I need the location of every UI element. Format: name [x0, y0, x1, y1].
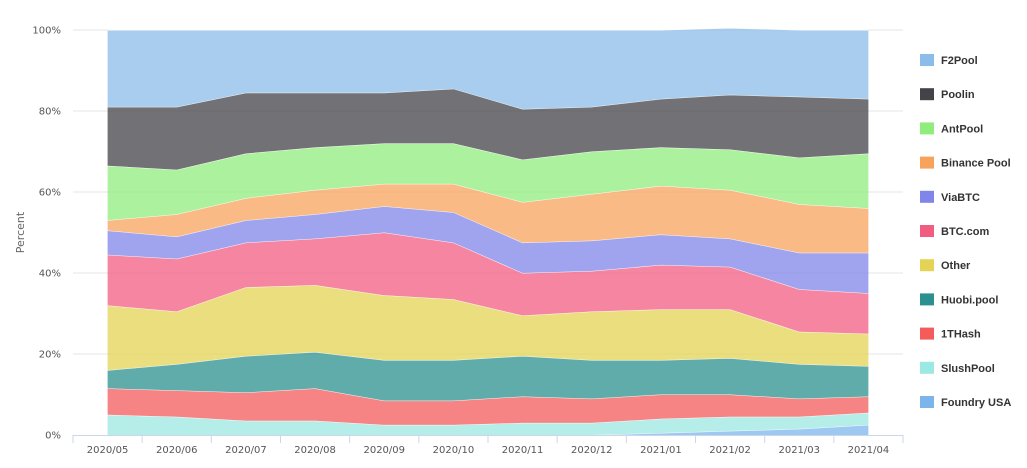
area-antpool: [107, 143, 869, 221]
area-edge-f2pool: [107, 27, 869, 31]
x-tick-label: 2021/03: [778, 445, 820, 456]
legend-swatch-slushpool: [920, 361, 934, 374]
legend-swatch-btc-com: [920, 225, 934, 237]
x-tick-label: 2021/01: [640, 445, 682, 456]
legend: F2Pool Poolin AntPool Binance Pool ViaBTC BTC…: [920, 54, 1011, 409]
x-tick-label: 2021/02: [709, 445, 751, 456]
legend-item-binance-pool[interactable]: Binance Pool: [941, 158, 1011, 170]
y-tick-label: 80%: [39, 107, 61, 118]
area-other: [107, 285, 869, 371]
area-huobi-pool: [107, 352, 869, 401]
legend-swatch-binance-pool: [920, 156, 934, 169]
y-tick-label: 60%: [39, 188, 61, 199]
legend-item-btc-com[interactable]: BTC.com: [941, 226, 990, 238]
x-tick-label: 2020/09: [363, 445, 405, 456]
x-tick-label: 2020/08: [294, 445, 336, 456]
y-tick-label: 100%: [32, 26, 61, 37]
area-binance-pool: [107, 183, 869, 253]
legend-item-f2pool[interactable]: F2Pool: [941, 55, 978, 67]
legend-item-viabtc[interactable]: ViaBTC: [941, 192, 980, 204]
area-btc-com: [107, 232, 869, 334]
series-areas: [107, 27, 869, 436]
legend-swatch-1thash: [920, 327, 934, 340]
legend-item-slushpool[interactable]: SlushPool: [941, 363, 995, 375]
x-tick-label: 2020/10: [433, 445, 475, 456]
area-viabtc: [107, 206, 869, 294]
legend-swatch-antpool: [920, 122, 934, 135]
legend-swatch-huobi-pool: [920, 293, 934, 306]
y-tick-label: 0%: [45, 431, 61, 442]
area-f2pool: [107, 28, 869, 109]
x-tick-label: 2020/06: [156, 445, 198, 456]
legend-item-foundry-usa[interactable]: Foundry USA: [941, 397, 1011, 409]
x-tick-label: 2021/04: [848, 445, 890, 456]
x-tick-label: 2020/12: [571, 445, 613, 456]
legend-swatch-poolin: [920, 88, 934, 101]
legend-swatch-viabtc: [920, 190, 934, 203]
legend-item-1thash[interactable]: 1THash: [941, 329, 981, 341]
legend-item-huobi-pool[interactable]: Huobi.pool: [941, 294, 998, 306]
x-tick-label: 2020/11: [502, 445, 544, 456]
legend-item-other[interactable]: Other: [941, 260, 971, 272]
legend-swatch-foundry-usa: [920, 396, 934, 408]
y-tick-label: 20%: [39, 350, 61, 361]
y-axis-title: Percent: [14, 211, 27, 253]
legend-swatch-other: [920, 259, 934, 272]
area-poolin: [107, 88, 869, 170]
legend-item-antpool[interactable]: AntPool: [941, 123, 983, 135]
x-tick-label: 2020/07: [225, 445, 267, 456]
axes: 0% 20% 40% 60% 80% 100% 2020/05 2020/06 2020/07 2…: [32, 26, 904, 456]
legend-swatch-f2pool: [920, 54, 934, 66]
x-tick-label: 2020/05: [87, 445, 129, 456]
area-1thash: [107, 388, 869, 425]
legend-item-poolin[interactable]: Poolin: [941, 89, 975, 101]
area-slushpool: [107, 412, 869, 435]
y-tick-label: 40%: [39, 269, 61, 280]
